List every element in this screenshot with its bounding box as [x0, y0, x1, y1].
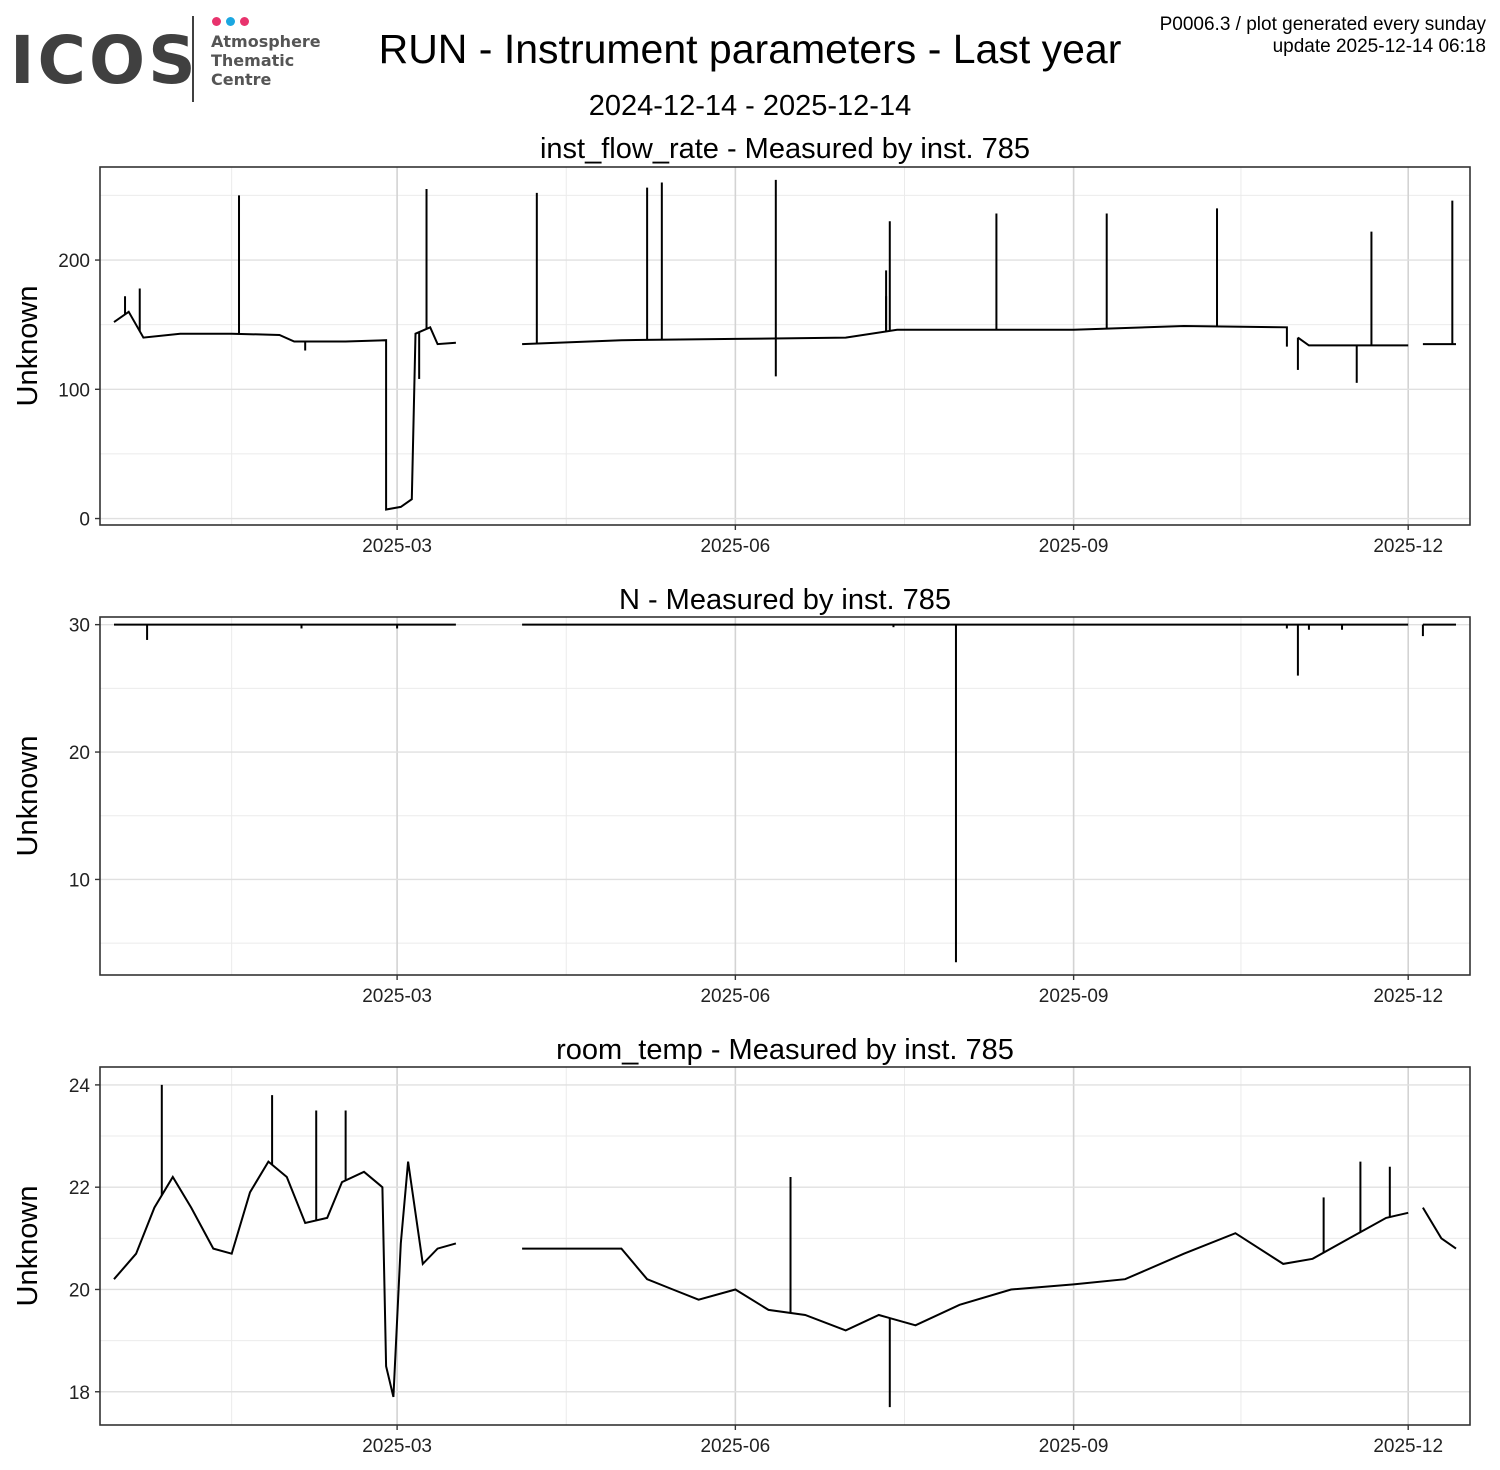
series-line — [1422, 1207, 1457, 1250]
y-tick-label: 22 — [69, 1178, 90, 1199]
y-axis-title: Unknown — [12, 286, 44, 407]
x-tick-label: 2025-03 — [362, 986, 432, 1007]
series-line — [113, 310, 456, 511]
plot-meta: P0006.3 / plot generated every sunday up… — [1160, 14, 1486, 58]
x-tick-label: 2025-12 — [1373, 986, 1443, 1007]
page-title: RUN - Instrument parameters - Last year — [0, 26, 1500, 72]
chart-panel-2: N - Measured by inst. 785 10 20 30 2025-03 20… — [12, 584, 1471, 1007]
date-range: 2024-12-14 - 2025-12-14 — [588, 90, 912, 122]
logo-wordmark: ICOS — [10, 22, 199, 99]
x-tick-label: 2025-09 — [1039, 1436, 1109, 1457]
logo-line-1: Atmosphere — [211, 32, 321, 51]
panel-border — [99, 1066, 1471, 1426]
page-title-text: RUN - Instrument parameters - Last year — [378, 26, 1122, 72]
series-line — [113, 1160, 457, 1398]
chart-title: room_temp - Measured by inst. 785 — [556, 1034, 1014, 1066]
logo-line-2: Thematic — [211, 51, 295, 70]
chart-panel-1: inst_flow_rate - Measured by inst. 785 0 1… — [12, 133, 1471, 557]
y-tick-label: 20 — [69, 743, 90, 764]
x-tick-label: 2025-12 — [1373, 536, 1443, 557]
logo-line-3: Centre — [211, 70, 272, 89]
x-tick-label: 2025-03 — [362, 536, 432, 557]
logo-dot-2 — [226, 17, 235, 26]
y-tick-label: 30 — [69, 616, 90, 637]
chart-title: N - Measured by inst. 785 — [619, 584, 951, 616]
plot-meta-line-1: P0006.3 / plot generated every sunday — [1159, 14, 1486, 35]
panel-border — [99, 166, 1471, 526]
y-tick-label: 24 — [69, 1076, 91, 1097]
x-tick-label: 2025-03 — [362, 1436, 432, 1457]
series-line — [522, 1211, 1409, 1332]
panel-border — [99, 616, 1471, 976]
x-tick-label: 2025-12 — [1373, 1436, 1443, 1457]
y-tick-label: 0 — [79, 510, 90, 531]
x-tick-label: 2025-06 — [700, 536, 770, 557]
logo-dot-3 — [240, 17, 249, 26]
y-tick-label: 100 — [58, 380, 90, 401]
chart-title: inst_flow_rate - Measured by inst. 785 — [540, 133, 1030, 165]
logo-divider — [192, 16, 194, 102]
y-tick-label: 200 — [58, 251, 90, 272]
series-line — [522, 324, 1288, 347]
series-line — [1297, 336, 1409, 347]
y-axis-title: Unknown — [12, 736, 44, 857]
icos-logo: ICOS Atmosphere Thematic Centre — [10, 14, 330, 106]
y-tick-label: 20 — [69, 1280, 90, 1301]
x-tick-label: 2025-06 — [700, 1436, 770, 1457]
y-tick-label: 10 — [69, 870, 90, 891]
plot-meta-line-2: update 2025-12-14 06:18 — [1272, 36, 1486, 57]
chart-panel-3: room_temp - Measured by inst. 785 18 20 22 2… — [12, 1034, 1471, 1457]
x-tick-label: 2025-06 — [700, 986, 770, 1007]
x-tick-label: 2025-09 — [1039, 536, 1109, 557]
logo-dot-1 — [212, 17, 221, 26]
x-tick-label: 2025-09 — [1039, 986, 1109, 1007]
y-axis-title: Unknown — [12, 1186, 44, 1307]
y-tick-label: 18 — [69, 1383, 90, 1404]
